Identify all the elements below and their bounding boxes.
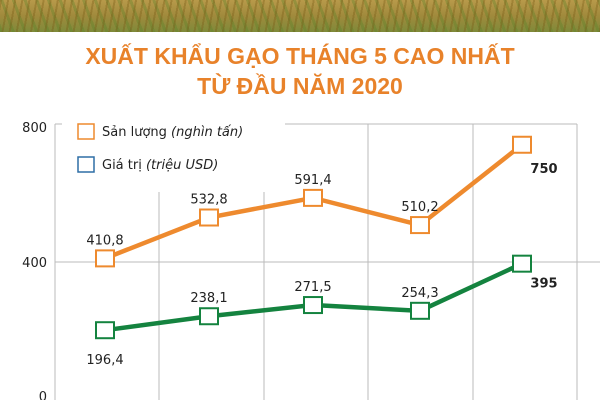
data-label: 532,8 [190, 193, 227, 208]
data-label: 591,4 [294, 173, 331, 188]
data-point-marker [303, 188, 323, 207]
legend-swatch-gia-tri [77, 156, 95, 173]
legend-swatch-san-luong [77, 123, 95, 140]
data-label: 196,4 [86, 353, 123, 368]
data-label: 410,8 [86, 233, 123, 248]
data-point-marker [199, 208, 219, 227]
data-point-marker [199, 307, 219, 326]
data-point-marker [303, 296, 323, 315]
title-line-1: XUẤT KHẨU GẠO THÁNG 5 CAO NHẤT [85, 43, 515, 69]
data-point-marker [410, 301, 430, 320]
data-label: 395 [530, 277, 557, 292]
legend-label-san-luong: Sản lượng (nghìn tấn) [102, 125, 243, 140]
y-tick-label: 0 [39, 390, 47, 400]
legend-label-gia-tri: Giá trị (triệu USD) [102, 158, 218, 173]
y-tick-label: 800 [22, 121, 47, 136]
data-label: 510,2 [401, 200, 438, 215]
chart-title: XUẤT KHẨU GẠO THÁNG 5 CAO NHẤT TỪ ĐẦU NĂ… [0, 41, 600, 101]
data-point-marker [512, 135, 532, 154]
data-point-marker [512, 254, 532, 273]
data-label: 254,3 [401, 286, 438, 301]
data-point-marker [95, 249, 115, 268]
data-label: 750 [530, 162, 557, 177]
data-point-marker [410, 216, 430, 235]
y-tick-label: 400 [22, 256, 47, 271]
rice-field-banner [0, 0, 600, 32]
title-line-2: TỪ ĐẦU NĂM 2020 [197, 73, 403, 99]
data-label: 271,5 [294, 280, 331, 295]
data-label: 238,1 [190, 291, 227, 306]
data-point-marker [95, 321, 115, 340]
